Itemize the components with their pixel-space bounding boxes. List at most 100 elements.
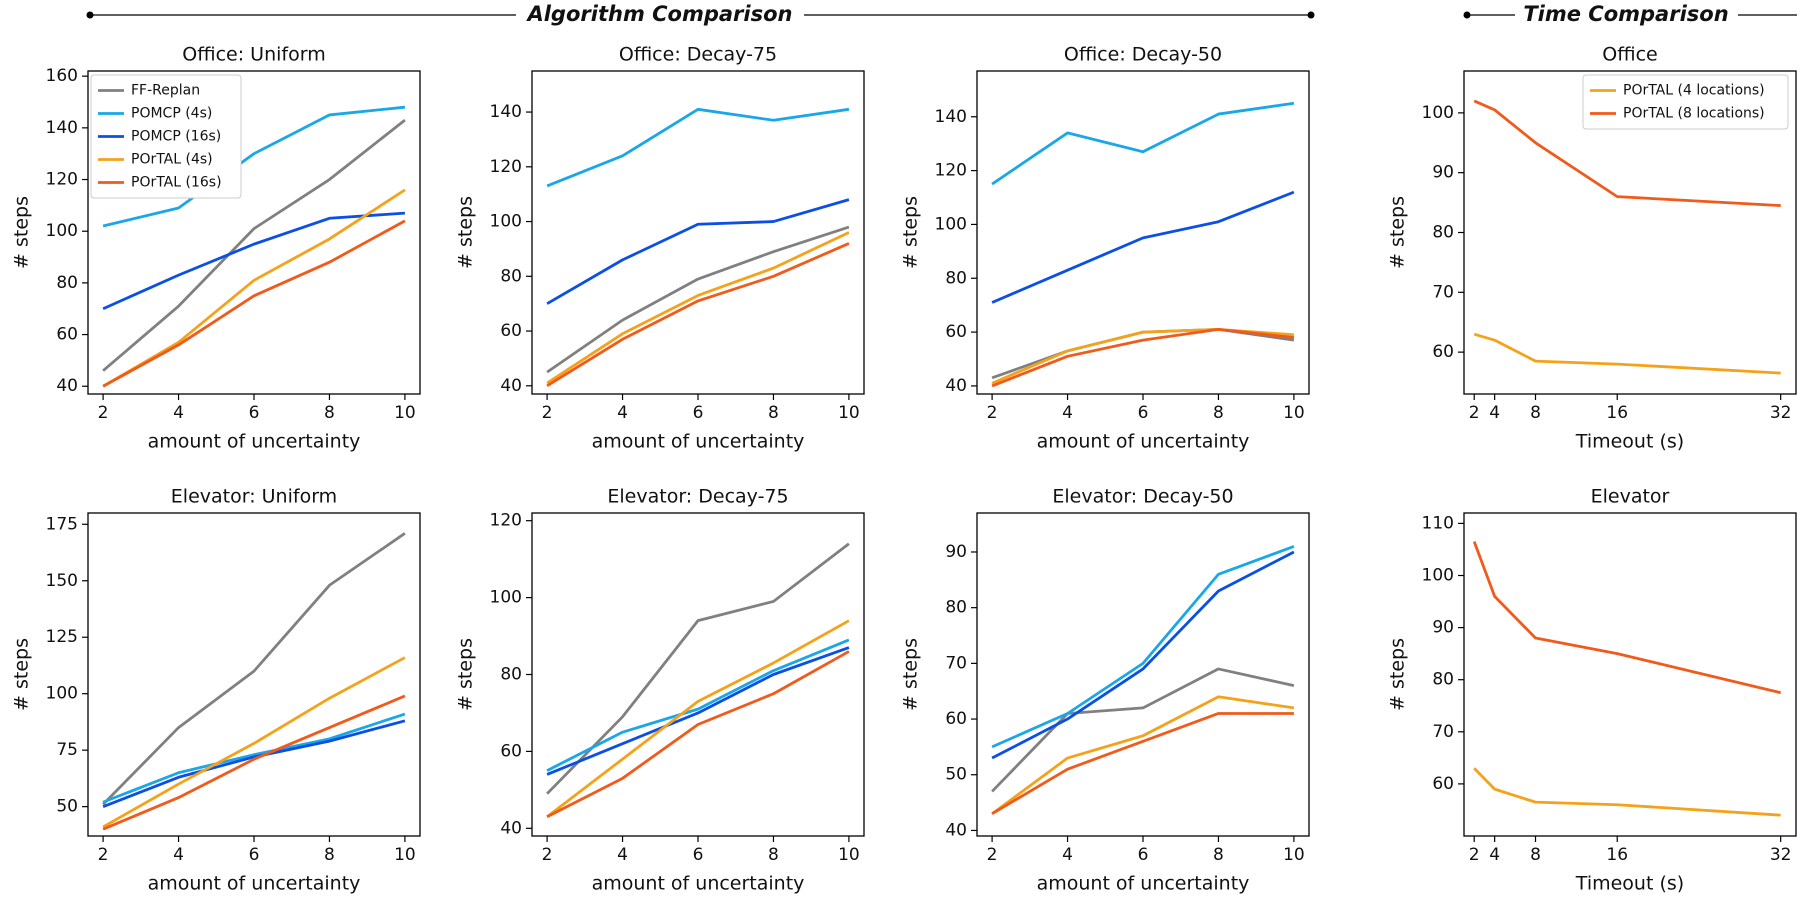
x-tick-label: 10 [838,845,860,865]
panel: Elevator: Uniform amount of uncertainty # … [11,486,421,895]
section-header: Algorithm Comparison [86,2,1315,26]
series-line [546,542,850,795]
y-tick-label: 50 [56,797,78,817]
plot-frame [87,70,421,395]
panel: Elevator Timeout (s) # steps 2 4 8 16 32 60 70 80 9… [1387,486,1797,895]
y-tick-label: 175 [46,514,78,534]
y-axis-label: # steps [11,196,33,269]
x-tick-label: 10 [838,403,860,423]
series-line [991,550,1295,760]
plot-frame [976,70,1310,395]
panel-title: Office: Uniform [182,44,325,66]
series-line [546,242,850,387]
plot-frame [87,512,421,837]
x-tick-label: 6 [249,845,260,865]
panel-title: Office: Decay-75 [619,44,777,66]
series-line [1473,332,1781,375]
y-tick-label: 40 [500,818,522,838]
y-tick-label: 140 [46,118,78,138]
legend-label: POrTAL (8 locations) [1623,106,1765,122]
y-tick-label: 80 [1432,670,1454,690]
y-tick-label: 40 [56,376,78,396]
series-line [102,719,406,808]
series-line [991,328,1295,388]
section-header: Time Comparison [1463,2,1797,26]
x-tick-label: 8 [1530,403,1541,423]
y-tick-label: 120 [46,170,78,190]
x-tick-label: 8 [1213,403,1224,423]
series-line [991,695,1295,815]
y-tick-label: 60 [945,709,967,729]
x-tick-label: 10 [394,403,416,423]
panel: Office: Decay-50 amount of uncertainty # s… [900,44,1310,453]
header-title: Time Comparison [1523,2,1728,26]
x-tick-label: 2 [542,403,553,423]
y-tick-label: 100 [46,684,78,704]
panel-title: Office [1602,44,1657,66]
y-tick-label: 60 [1432,774,1454,794]
plot-frame [1463,70,1797,395]
plot-frame [531,70,865,395]
panel: Office: Uniform amount of uncertainty # st… [11,44,421,453]
y-tick-label: 50 [945,765,967,785]
x-tick-label: 4 [173,403,184,423]
x-tick-label: 16 [1606,845,1628,865]
x-tick-label: 2 [987,403,998,423]
x-tick-label: 8 [1213,845,1224,865]
series-line [991,712,1294,815]
legend-label: POrTAL (4 locations) [1623,83,1765,99]
plot-frame [976,512,1310,837]
x-tick-label: 2 [98,845,109,865]
y-tick-label: 40 [945,376,967,396]
y-tick-label: 100 [490,588,522,608]
y-tick-label: 70 [1432,722,1454,742]
y-tick-label: 70 [945,653,967,673]
y-axis-label: # steps [900,196,922,269]
y-axis-label: # steps [1387,638,1409,711]
series-line [102,532,406,806]
series-line [991,328,1295,380]
x-axis-label: Timeout (s) [1575,873,1684,895]
series-line [991,328,1295,385]
y-tick-label: 125 [46,627,78,647]
x-tick-label: 6 [249,403,260,423]
panel: Office Timeout (s) # steps 2 4 8 16 32 60 70 80 90 1… [1387,44,1797,453]
x-tick-label: 8 [768,403,779,423]
series-line [546,650,850,819]
legend-label: POrTAL (4s) [131,152,213,168]
x-axis-label: amount of uncertainty [1037,873,1250,895]
panel-title: Elevator: Decay-50 [1052,486,1233,508]
x-tick-label: 6 [693,403,704,423]
legend-label: POMCP (16s) [131,129,221,145]
legend-box [1582,74,1789,130]
series-line [102,694,406,831]
x-tick-label: 8 [768,845,779,865]
y-tick-label: 160 [46,66,78,86]
x-tick-label: 32 [1770,845,1792,865]
series-line [102,105,406,228]
y-tick-label: 90 [1432,163,1454,183]
series-line [991,101,1295,186]
panel-title: Office: Decay-50 [1064,44,1222,66]
y-tick-label: 60 [945,322,967,342]
series-line [546,225,850,374]
x-axis-label: amount of uncertainty [148,431,361,453]
header-title: Algorithm Comparison [525,2,792,26]
y-tick-label: 60 [500,321,522,341]
series-line [1472,541,1782,695]
panel: Office: Decay-75 amount of uncertainty # s… [455,44,865,453]
y-tick-label: 90 [945,542,967,562]
series-line [102,188,406,388]
x-tick-label: 4 [1062,403,1073,423]
y-tick-label: 100 [1422,103,1454,123]
series-line [102,211,406,311]
y-tick-label: 100 [490,212,522,232]
series-line [546,646,850,776]
panel-title: Elevator [1591,486,1670,508]
x-tick-label: 10 [394,845,416,865]
x-tick-label: 2 [1469,403,1480,423]
series-line [546,198,850,305]
x-tick-label: 6 [1138,845,1149,865]
y-axis-label: # steps [1387,196,1409,269]
